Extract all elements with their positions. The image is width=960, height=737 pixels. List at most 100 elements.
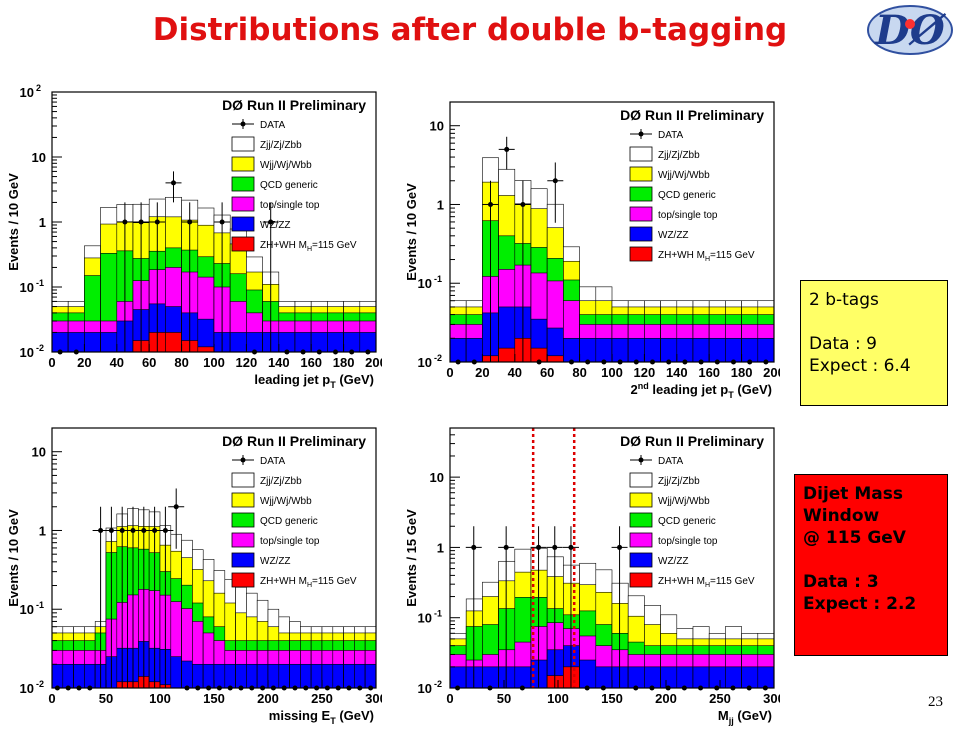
x-tick-label: 50 (99, 691, 113, 706)
plot-leading-jet-pt: 02040608010012014016018020010-210-111010… (0, 82, 387, 401)
stack-bar-wz (229, 332, 247, 352)
y-tick-exponent: -1 (36, 600, 44, 610)
x-tick-label: 80 (174, 355, 188, 370)
svg-text:ZH+WH MH=115 GeV: ZH+WH MH=115 GeV (260, 576, 357, 589)
y-tick-label: 10 (430, 119, 444, 134)
y-tick-label: 10 (418, 681, 432, 696)
slide-title: Distributions after double b-tagging (152, 12, 788, 48)
legend-entry-qcd: QCD generic (231, 512, 318, 528)
stack-bar-wz (354, 663, 366, 688)
btag-summary-title: 2 b-tags (809, 290, 879, 310)
x-tick-label: 120 (634, 365, 656, 380)
svg-text:WZ/ZZ: WZ/ZZ (260, 220, 291, 231)
legend-entry-wz: WZ/ZZ (629, 226, 689, 242)
stack-bar-wz (450, 666, 467, 688)
y-tick-label: 10 (418, 611, 432, 626)
stack-bar-wz (343, 663, 355, 688)
stack-bar-zh (165, 332, 182, 352)
stack-bar-wz (627, 666, 645, 688)
x-tick-label: 140 (268, 355, 290, 370)
svg-text:ZH+WH MH=115 GeV: ZH+WH MH=115 GeV (658, 250, 755, 263)
legend-entry-wjj: Wjj/Wj/Wbb (231, 156, 312, 172)
legend-entry-zh: ZH+WH MH=115 GeV (629, 246, 755, 263)
x-tick-label: 150 (203, 691, 225, 706)
y-tick-label: 10 (32, 150, 46, 165)
legend-entry-zh: ZH+WH MH=115 GeV (231, 572, 357, 589)
svg-text:top/single top: top/single top (658, 536, 718, 547)
svg-text:Zjj/Zj/Zbb: Zjj/Zj/Zbb (260, 476, 302, 487)
x-tick-label: 180 (333, 355, 355, 370)
stack-bar-wz (757, 666, 774, 688)
y-tick-label: 1 (437, 197, 444, 212)
stack-bar-wz (741, 666, 759, 688)
stack-bar-wz (67, 332, 85, 352)
svg-text:ZH+WH MH=115 GeV: ZH+WH MH=115 GeV (260, 240, 357, 253)
stack-bar-wz (52, 663, 64, 688)
x-tick-label: 200 (257, 691, 279, 706)
stack-bar-wz (170, 656, 182, 688)
stack-bar-wz (359, 332, 376, 352)
legend-entry-top: top/single top (231, 196, 320, 212)
data-point (498, 136, 515, 170)
svg-text:QCD generic: QCD generic (260, 180, 318, 191)
stack-bar-wz (579, 659, 597, 688)
data-point (116, 202, 133, 352)
legend-entry-wjj: Wjj/Wj/Wbb (231, 492, 312, 508)
x-tick-label: 100 (547, 691, 569, 706)
stack-bar-wz (725, 666, 742, 688)
mass-window-box: Dijet Mass Window @ 115 GeV Data : 3 Exp… (794, 474, 948, 656)
y-tick-label: 10 (20, 345, 34, 360)
chart-svg: 02040608010012014016018020010-210-1110Ev… (404, 101, 785, 400)
stack-bar-wz (757, 337, 774, 362)
x-tick-label: 250 (709, 691, 731, 706)
y-axis-label: Events / 10 GeV (6, 173, 21, 271)
stack-bar-wz (644, 666, 661, 688)
mass-window-data: Data : 3 (803, 572, 879, 592)
legend-entry-wz: WZ/ZZ (231, 552, 291, 568)
svg-text:Zjj/Zj/Zbb: Zjj/Zj/Zbb (658, 150, 700, 161)
stack-bar-wz (660, 666, 678, 688)
btag-summary-box: 2 b-tags Data : 9 Expect : 6.4 (800, 280, 948, 406)
legend-entry-wjj: Wjj/Wj/Wbb (629, 492, 710, 508)
legend-entry-zjj: Zjj/Zj/Zbb (629, 472, 700, 488)
y-tick-exponent: -1 (36, 278, 44, 288)
x-tick-label: 160 (698, 365, 720, 380)
stack-bar-wz (100, 332, 118, 352)
data-point (165, 171, 182, 203)
data-point (562, 526, 579, 688)
legend-entry-qcd: QCD generic (231, 176, 318, 192)
legend-entry-qcd: QCD generic (629, 186, 716, 202)
dzero-logo: DØ (867, 5, 953, 55)
stack-bar-wz (62, 663, 74, 688)
data-point (611, 526, 628, 688)
mass-window-expect: Expect : 2.2 (803, 594, 917, 614)
x-tick-label: 200 (365, 355, 382, 370)
stack-bar-wz (692, 337, 710, 362)
legend-entry-data: DATA (232, 455, 286, 467)
y-tick-label: 1 (39, 215, 46, 230)
stack-bar-wz (246, 663, 258, 688)
x-tick-label: 40 (508, 365, 522, 380)
stack-bar-wz (300, 663, 312, 688)
svg-text:top/single top: top/single top (658, 210, 718, 221)
stack-bar-wz (321, 663, 334, 688)
data-point (181, 202, 198, 352)
stack-bar-wz (725, 337, 742, 362)
svg-text:top/single top: top/single top (260, 536, 320, 547)
svg-text:Zjj/Zj/Zbb: Zjj/Zj/Zbb (260, 140, 302, 151)
stack-bar-wz (708, 666, 726, 688)
x-tick-label: 20 (77, 355, 91, 370)
page-number: 23 (928, 694, 943, 710)
data-point (465, 526, 482, 688)
stack-bar-wz (235, 663, 247, 688)
stack-bar-wz (482, 666, 499, 688)
stack-bar-wz (294, 332, 312, 352)
data-point (133, 202, 150, 352)
y-tick-label: 10 (430, 470, 444, 485)
y-tick-label: 1 (39, 523, 46, 538)
x-tick-label: 60 (540, 365, 554, 380)
stack-bar-wz (256, 663, 269, 688)
stack-bar-wz (343, 332, 361, 352)
